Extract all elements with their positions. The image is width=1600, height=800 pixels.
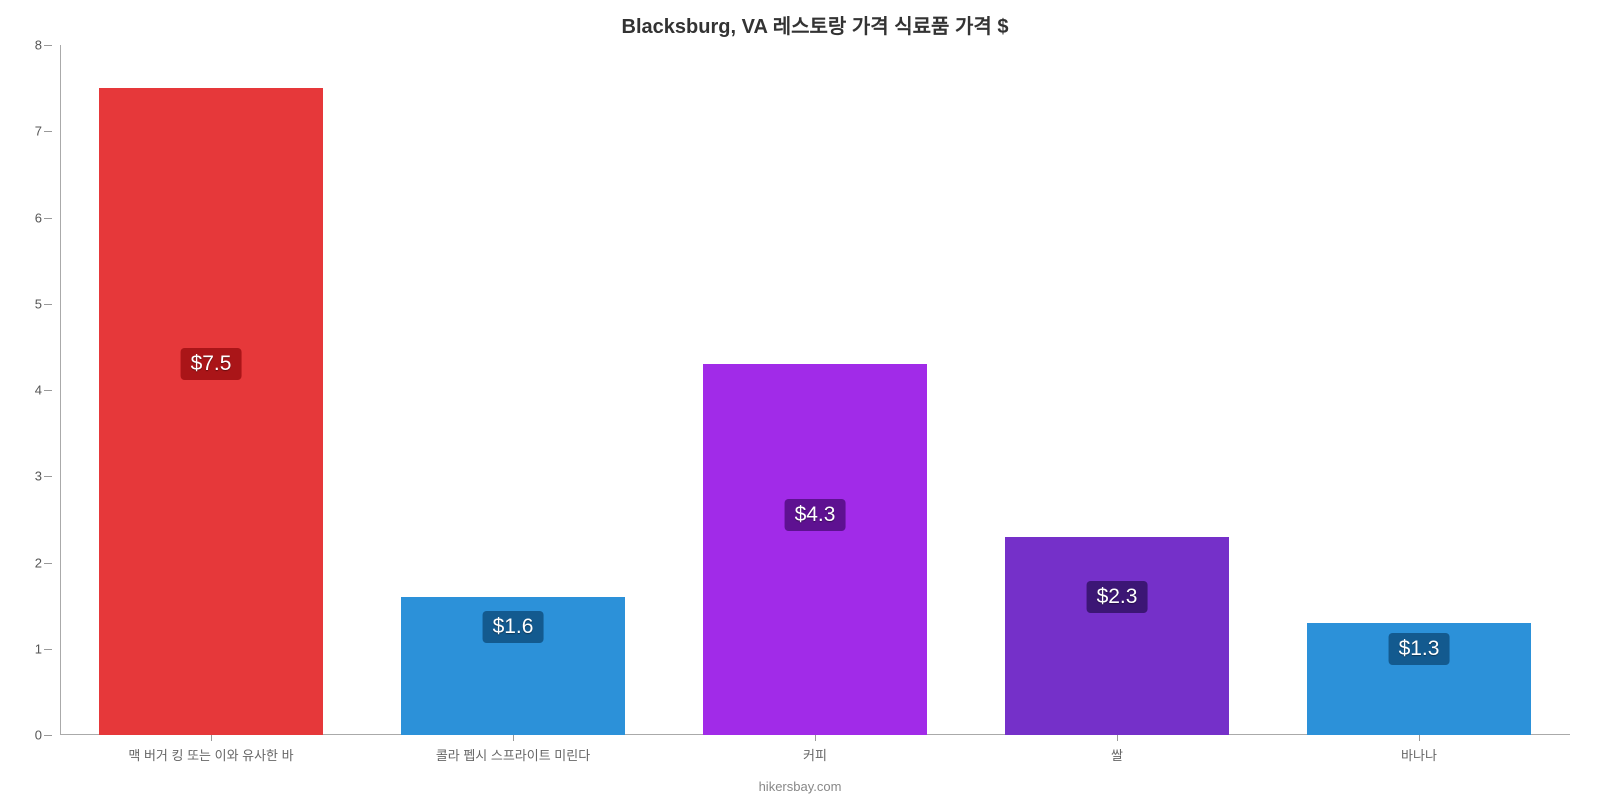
- bar-value-label: $2.3: [1087, 581, 1148, 613]
- y-tick-label: 1: [35, 641, 42, 656]
- x-tick-mark: [1419, 735, 1420, 741]
- bar: [99, 88, 322, 735]
- y-tick-mark: [44, 649, 52, 650]
- y-tick-mark: [44, 563, 52, 564]
- x-tick-mark: [1117, 735, 1118, 741]
- plot-area: 012345678 $7.5맥 버거 킹 또는 이와 유사한 바$1.6콜라 펩…: [60, 45, 1570, 735]
- y-tick-mark: [44, 304, 52, 305]
- price-bar-chart: Blacksburg, VA 레스토랑 가격 식료품 가격 $ 01234567…: [0, 0, 1600, 800]
- y-tick-label: 7: [35, 124, 42, 139]
- bar-value-label: $7.5: [181, 348, 242, 380]
- y-axis: 012345678: [50, 45, 60, 735]
- bar: [1005, 537, 1228, 735]
- bar-slot: $4.3커피: [664, 45, 966, 735]
- y-tick-mark: [44, 218, 52, 219]
- y-tick-label: 0: [35, 728, 42, 743]
- bar-slot: $7.5맥 버거 킹 또는 이와 유사한 바: [60, 45, 362, 735]
- bar-value-label: $1.3: [1389, 633, 1450, 665]
- x-axis-label: 커피: [803, 745, 827, 764]
- bars-container: $7.5맥 버거 킹 또는 이와 유사한 바$1.6콜라 펩시 스프라이트 미린…: [60, 45, 1570, 735]
- x-axis-label: 바나나: [1401, 745, 1437, 764]
- x-tick-mark: [815, 735, 816, 741]
- bar-slot: $1.6콜라 펩시 스프라이트 미린다: [362, 45, 664, 735]
- chart-footer: hikersbay.com: [0, 779, 1600, 794]
- y-tick-mark: [44, 390, 52, 391]
- y-tick-mark: [44, 735, 52, 736]
- y-tick-label: 6: [35, 210, 42, 225]
- x-axis-label: 콜라 펩시 스프라이트 미린다: [436, 745, 590, 764]
- y-tick-mark: [44, 131, 52, 132]
- y-tick-label: 2: [35, 555, 42, 570]
- y-tick-mark: [44, 45, 52, 46]
- x-axis-label: 맥 버거 킹 또는 이와 유사한 바: [128, 745, 293, 764]
- y-tick-label: 8: [35, 38, 42, 53]
- bar-value-label: $4.3: [785, 499, 846, 531]
- y-tick-mark: [44, 476, 52, 477]
- bar: [703, 364, 926, 735]
- bar-slot: $2.3쌀: [966, 45, 1268, 735]
- bar-value-label: $1.6: [483, 611, 544, 643]
- bar-slot: $1.3바나나: [1268, 45, 1570, 735]
- y-tick-label: 4: [35, 383, 42, 398]
- x-tick-mark: [211, 735, 212, 741]
- x-axis-label: 쌀: [1111, 745, 1123, 764]
- y-tick-label: 3: [35, 469, 42, 484]
- x-tick-mark: [513, 735, 514, 741]
- chart-title: Blacksburg, VA 레스토랑 가격 식료품 가격 $: [60, 10, 1570, 39]
- y-tick-label: 5: [35, 296, 42, 311]
